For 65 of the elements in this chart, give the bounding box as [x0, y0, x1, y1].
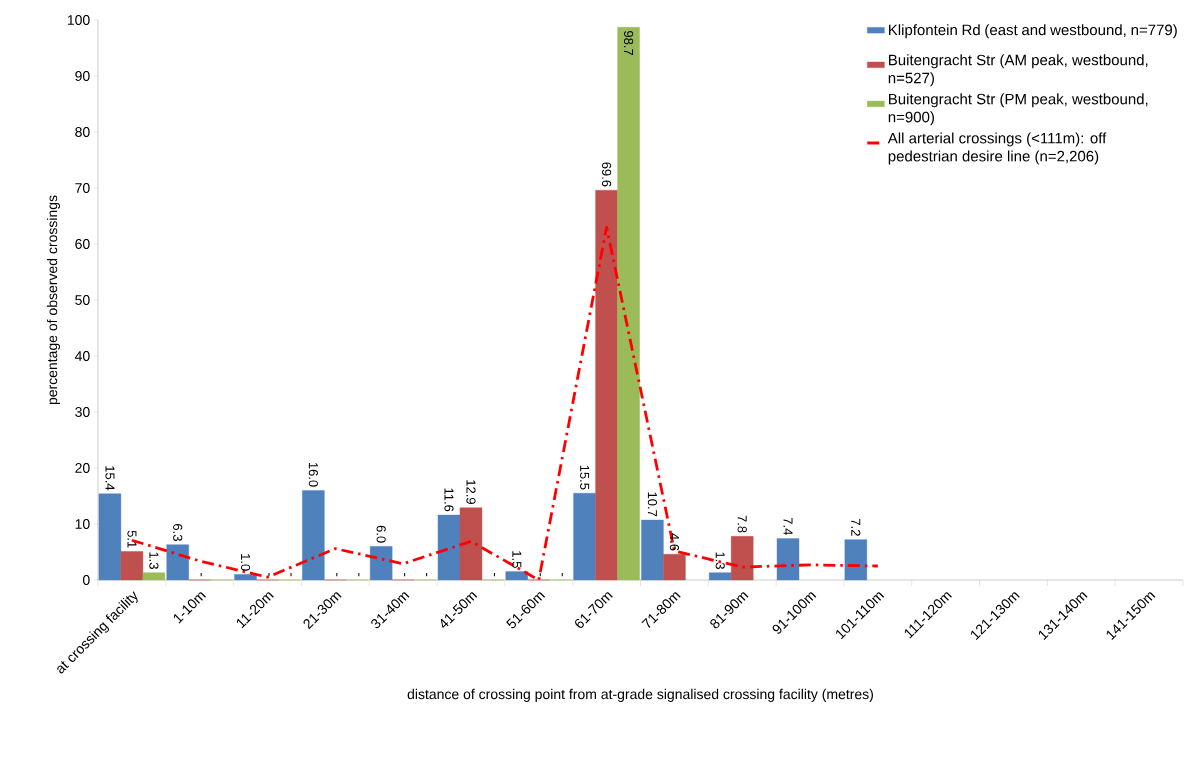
y-tick-label: 100 [67, 15, 90, 25]
bar [459, 507, 483, 581]
bar [617, 27, 640, 581]
legend-label: Buitengracht Str (PM peak, westbound, n=900) [888, 93, 1148, 126]
data-label: - [493, 573, 495, 577]
y-tick-label: 40 [74, 351, 90, 361]
data-label: - [200, 573, 202, 577]
bar [142, 572, 166, 581]
y-tick-label: 60 [75, 239, 90, 249]
data-label: 7.4 [783, 517, 793, 535]
legend-label: Klipfontein Rd (east and westbound, n=779) [889, 24, 1177, 39]
data-label: 15.4 [105, 466, 115, 491]
x-axis-title: distance of crossing point from at-grade signalised crossing facility (metres) [407, 688, 873, 702]
legend-label: All arterial crossings (<111m): off pedestrian desire line (n=2,206) [887, 132, 1107, 165]
data-label: 1.5 [512, 551, 522, 568]
data-label: 7.8 [737, 515, 747, 533]
data-label: 69.6 [601, 162, 612, 187]
bar [663, 554, 686, 581]
data-label: - [561, 573, 563, 577]
data-label: 1.0 [240, 554, 251, 571]
bar [369, 546, 393, 581]
bar [844, 539, 868, 581]
bar [731, 536, 754, 581]
data-label: - [268, 573, 270, 577]
y-tick-label: 90 [75, 71, 90, 81]
data-label: - [426, 573, 428, 577]
data-label: - [290, 573, 292, 577]
y-tick-label: 20 [75, 463, 90, 473]
y-tick-label: 30 [75, 407, 90, 417]
data-label: 7.2 [851, 519, 861, 536]
data-label: 16.0 [308, 462, 318, 487]
data-label: 11.6 [444, 488, 454, 512]
data-label: 98.7 [623, 31, 634, 56]
data-label: - [336, 573, 338, 577]
bar [776, 538, 800, 581]
y-axis-title: percentage of observed crossings [46, 195, 60, 405]
y-tick-label: 0 [82, 575, 90, 585]
bar [302, 490, 325, 581]
data-label: 1.3 [715, 552, 725, 569]
data-label: - [358, 573, 360, 577]
bar [573, 492, 596, 581]
y-tick-label: 70 [75, 183, 90, 193]
data-label: 5.1 [127, 530, 137, 548]
data-label: 10.7 [647, 492, 658, 517]
bar [595, 190, 618, 581]
data-label: 12.9 [466, 480, 476, 504]
data-label: - [404, 573, 406, 577]
bar [234, 574, 257, 581]
bar [120, 551, 144, 581]
bar [505, 571, 528, 581]
legend-label: Buitengracht Str (AM peak, westbound, n=527) [888, 54, 1148, 87]
bar [98, 493, 122, 581]
data-label: 1.3 [149, 552, 159, 569]
data-label: - [539, 573, 541, 577]
bar [166, 544, 189, 581]
data-label: 6.3 [173, 524, 183, 541]
y-tick-label: 80 [75, 127, 90, 137]
bar [709, 572, 732, 581]
y-tick-label: 10 [75, 519, 90, 529]
y-tick-label: 50 [75, 295, 90, 305]
data-label: 6.0 [376, 525, 386, 543]
bar [641, 519, 664, 581]
bar [437, 514, 461, 581]
data-label: 15.5 [580, 465, 590, 490]
data-label: 4.6 [669, 533, 680, 551]
